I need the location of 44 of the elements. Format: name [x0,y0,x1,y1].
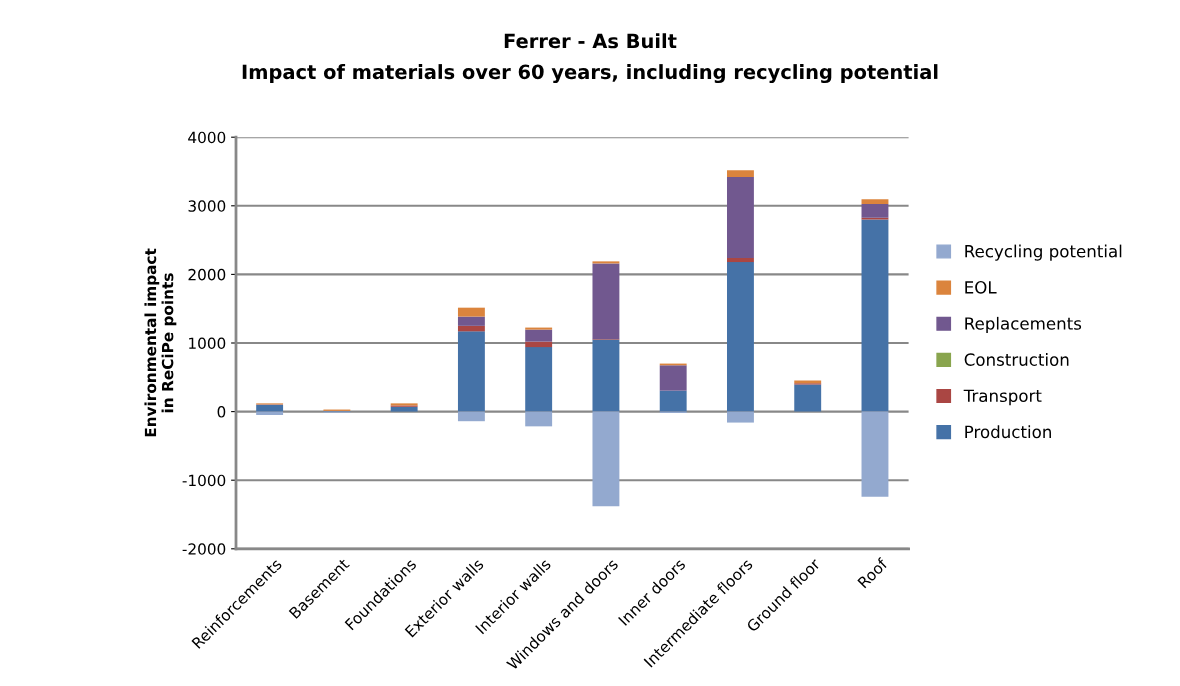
bar [727,170,754,177]
bar [256,404,284,412]
bar [727,257,754,263]
bar [525,327,553,330]
bar [457,411,485,422]
y-tick-label: 1000 [189,337,226,350]
bar [861,199,889,205]
y-axis-title: Environmental impact in ReCiPe points [144,248,177,437]
bar [592,339,620,412]
legend-label: Transport [963,389,1042,406]
bar [525,341,553,348]
chart-subtitle: Impact of materials over 60 years, including recycling potential [242,64,938,84]
bar [727,411,754,423]
legend-label: EOL [965,281,997,294]
legend-label: Replacements [965,316,1082,333]
bar [592,261,620,264]
y-tick-label: -1000 [182,474,226,487]
bar [861,204,889,218]
bar [525,411,553,427]
bar [659,390,687,412]
bar [457,307,485,317]
y-tick-label: 2000 [188,268,226,281]
bar [525,347,553,412]
bar [727,262,754,412]
y-tick-label: -2000 [182,543,226,555]
bar [457,316,485,326]
bar [861,411,889,497]
bar [525,329,553,342]
bar [390,406,418,412]
legend-label: Production [965,425,1051,439]
y-tick-label: 3000 [188,200,226,212]
legend-label: Recycling potential [965,244,1122,261]
bar [457,325,485,332]
y-tick-label: 0 [217,406,226,418]
bar [592,411,620,507]
bar [457,331,485,412]
bar [592,263,620,339]
y-tick-label: 4000 [188,131,226,144]
bar [727,176,754,258]
bar [794,384,822,412]
chart-title: Ferrer - As Built [504,33,677,49]
bar [659,365,687,391]
legend-label: Construction [964,353,1069,366]
bar [861,219,889,412]
